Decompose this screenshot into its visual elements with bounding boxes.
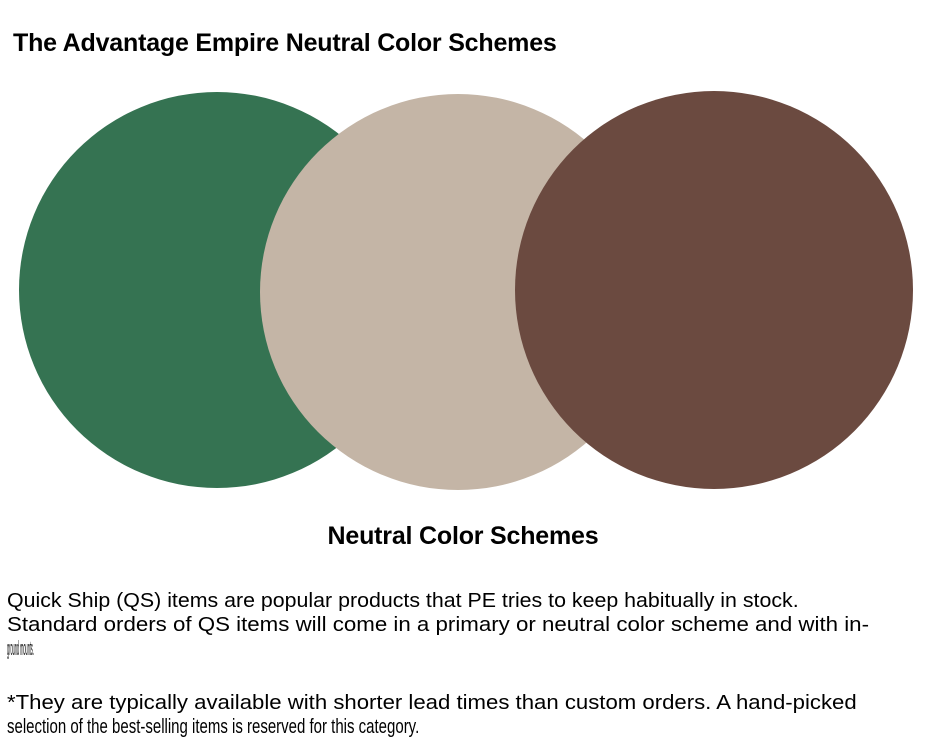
paragraph-2-line: selection of the best-selling items is r… [7, 716, 420, 738]
swatch-brown [515, 91, 913, 489]
body-text: Quick Ship (QS) items are popular produc… [7, 589, 869, 739]
color-swatches [19, 91, 913, 490]
section-subtitle: Neutral Color Schemes [327, 522, 599, 550]
paragraph-2-line: *They are typically available with short… [7, 692, 857, 714]
page-title: The Advantage Empire Neutral Color Schem… [13, 29, 557, 57]
paragraph-1-line: ground mounts. [7, 638, 34, 660]
paragraph-1-line: Quick Ship (QS) items are popular produc… [7, 590, 799, 612]
paragraph-1-line: Standard orders of QS items will come in… [7, 614, 870, 636]
